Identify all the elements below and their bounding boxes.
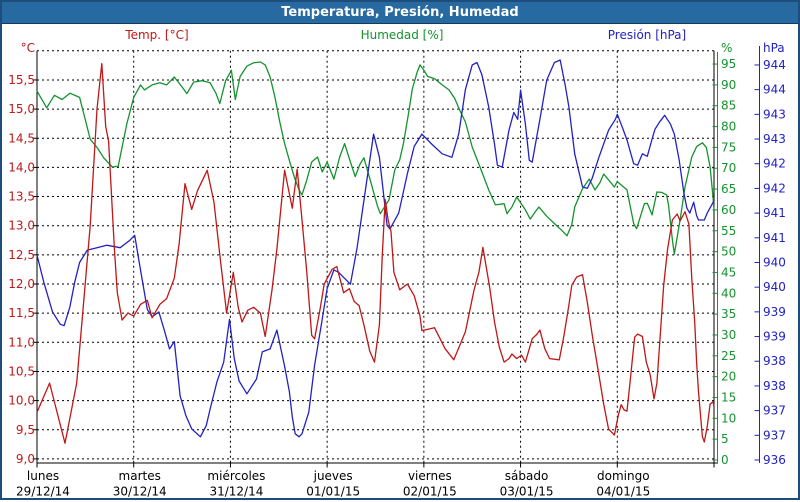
humidity-axis-tick-label: 60 (721, 203, 736, 217)
x-axis-day-label: miércoles (207, 469, 265, 483)
temp-axis-tick-label: 14,0 (8, 160, 35, 174)
humidity-axis-tick-label: 0 (721, 453, 729, 467)
temp-axis-tick-label: 11,5 (8, 306, 35, 320)
x-axis-day-label: viernes (408, 469, 452, 483)
x-axis-date-label: 02/01/15 (403, 485, 457, 499)
humidity-axis-tick-label: 25 (721, 349, 736, 363)
series-line-temp (37, 64, 714, 444)
temp-axis-tick-label: 11,0 (8, 335, 35, 349)
pressure-axis-tick-label: 938 (763, 379, 786, 393)
pressure-axis-tick-label: 938 (763, 354, 786, 368)
temp-axis-tick-label: 13,5 (8, 190, 35, 204)
temp-axis-tick-label: 15,5 (8, 73, 35, 87)
humidity-axis-tick-label: 75 (721, 140, 736, 154)
x-axis-date-label: 04/01/15 (596, 485, 650, 499)
pressure-axis-tick-label: 941 (763, 231, 786, 245)
humidity-axis-tick-label: 90 (721, 78, 736, 92)
pressure-axis-tick-label: 943 (763, 132, 786, 146)
x-axis-day-label: jueves (313, 469, 353, 483)
humidity-axis-tick-label: 5 (721, 432, 729, 446)
humidity-axis-tick-label: 40 (721, 286, 736, 300)
humidity-axis-tick-label: 80 (721, 120, 736, 134)
pressure-axis-tick-label: 937 (763, 428, 786, 442)
x-axis-date-label: 30/12/14 (113, 485, 167, 499)
temp-axis-tick-label: 14,5 (8, 131, 35, 145)
pressure-axis-tick-label: 939 (763, 330, 786, 344)
x-axis-day-label: martes (119, 469, 161, 483)
temp-axis-tick-label: 15,0 (8, 102, 35, 116)
humidity-axis-tick-label: 65 (721, 182, 736, 196)
temp-axis-tick-label: 10,0 (8, 394, 35, 408)
temp-axis-tick-label: 10,5 (8, 364, 35, 378)
pressure-axis-tick-label: 941 (763, 206, 786, 220)
pressure-axis-tick-label: 940 (763, 280, 786, 294)
humidity-axis-tick-label: 30 (721, 328, 736, 342)
humidity-axis-tick-label: 55 (721, 224, 736, 238)
humidity-axis-tick-label: 15 (721, 390, 736, 404)
x-axis-date-label: 29/12/14 (16, 485, 70, 499)
humidity-axis-tick-label: 35 (721, 307, 736, 321)
x-axis-day-label: lunes (27, 469, 59, 483)
temp-axis-tick-label: 13,0 (8, 219, 35, 233)
temp-axis-unit: °C (21, 41, 35, 55)
x-axis-date-label: 03/01/15 (500, 485, 554, 499)
x-axis-day-label: sábado (505, 469, 549, 483)
pressure-axis-unit: hPa (763, 41, 785, 55)
humidity-axis-tick-label: 70 (721, 161, 736, 175)
humidity-axis-tick-label: 50 (721, 245, 736, 259)
temp-axis-tick-label: 12,5 (8, 248, 35, 262)
pressure-axis-tick-label: 942 (763, 157, 786, 171)
humidity-axis-unit: % (721, 41, 732, 55)
humidity-axis-tick-label: 10 (721, 411, 736, 425)
x-axis-day-label: domingo (597, 469, 650, 483)
temp-axis-tick-label: 12,0 (8, 277, 35, 291)
series-line-pressure (37, 60, 714, 437)
pressure-axis-tick-label: 944 (763, 83, 786, 97)
pressure-axis-tick-label: 942 (763, 181, 786, 195)
humidity-axis-tick-label: 95 (721, 57, 736, 71)
pressure-axis-tick-label: 943 (763, 107, 786, 121)
x-axis-date-label: 31/12/14 (209, 485, 263, 499)
temp-axis-tick-label: 9,5 (16, 423, 35, 437)
temp-axis-tick-label: 9,0 (16, 452, 35, 466)
pressure-axis-tick-label: 939 (763, 305, 786, 319)
pressure-axis-tick-label: 936 (763, 453, 786, 467)
pressure-axis-tick-label: 937 (763, 404, 786, 418)
humidity-axis-tick-label: 45 (721, 265, 736, 279)
humidity-axis-tick-label: 20 (721, 370, 736, 384)
pressure-axis-tick-label: 944 (763, 58, 786, 72)
x-axis-date-label: 01/01/15 (306, 485, 360, 499)
humidity-axis-tick-label: 85 (721, 99, 736, 113)
pressure-axis-tick-label: 940 (763, 255, 786, 269)
